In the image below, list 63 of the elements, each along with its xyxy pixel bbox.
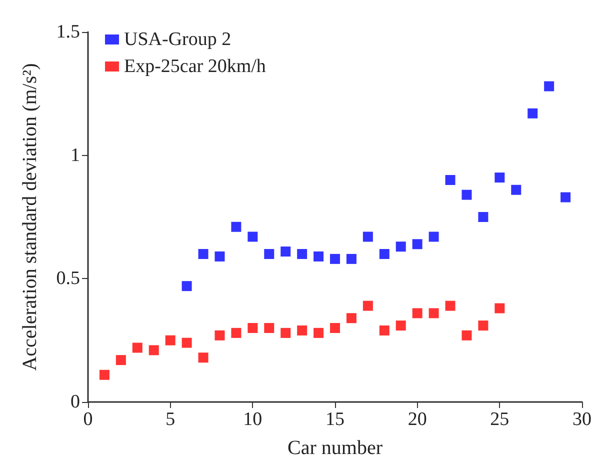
y-axis-title: Acceleration standard deviation (m/s²) (19, 63, 41, 371)
point (264, 249, 274, 259)
point (330, 254, 340, 264)
point (428, 308, 439, 318)
x-tick-label: 25 (490, 409, 510, 430)
point (248, 323, 258, 333)
x-tick-label: 20 (408, 409, 427, 430)
point (99, 370, 110, 380)
point (198, 352, 208, 363)
point (412, 239, 422, 250)
x-tick-label: 10 (243, 409, 262, 430)
point (462, 190, 472, 200)
legend-label: USA-Group 2 (124, 29, 232, 50)
point (412, 308, 422, 318)
point (346, 313, 356, 324)
point (314, 251, 324, 262)
y-tick-label: 0 (70, 392, 80, 412)
point (478, 320, 488, 331)
y-tick-label: 1.5 (56, 22, 80, 42)
point (330, 323, 340, 333)
point (165, 335, 176, 346)
x-tick-label: 30 (572, 409, 592, 430)
point (362, 300, 373, 311)
point (297, 249, 308, 259)
point (428, 232, 439, 242)
point (462, 330, 472, 340)
point (132, 342, 142, 353)
point (396, 242, 406, 252)
x-axis-title: Car number (288, 437, 383, 459)
point (314, 328, 324, 338)
point (544, 81, 554, 92)
point (148, 345, 159, 356)
point (379, 325, 390, 336)
point (231, 222, 242, 232)
y-tick-label: 0.5 (56, 268, 80, 290)
point (346, 254, 356, 264)
point (362, 232, 373, 242)
point (379, 249, 390, 259)
point (198, 249, 208, 259)
point (116, 355, 126, 366)
point (264, 323, 274, 333)
point (494, 172, 505, 183)
point (297, 325, 308, 336)
point (478, 212, 488, 222)
x-tick-label: 15 (326, 409, 344, 430)
point (231, 328, 242, 338)
point (280, 328, 291, 338)
point (214, 251, 225, 262)
point (445, 300, 456, 311)
point (214, 330, 225, 340)
point (445, 175, 456, 185)
point (528, 108, 538, 118)
point (494, 303, 505, 314)
point (396, 320, 406, 331)
y-tick-label: 1 (70, 144, 80, 166)
point (280, 246, 291, 257)
legend-label: Exp-25car 20km/h (124, 56, 266, 77)
point (182, 281, 192, 292)
x-tick-label: 5 (166, 409, 176, 430)
point (248, 232, 258, 242)
point (511, 184, 522, 195)
point (182, 338, 192, 348)
point (560, 192, 571, 202)
